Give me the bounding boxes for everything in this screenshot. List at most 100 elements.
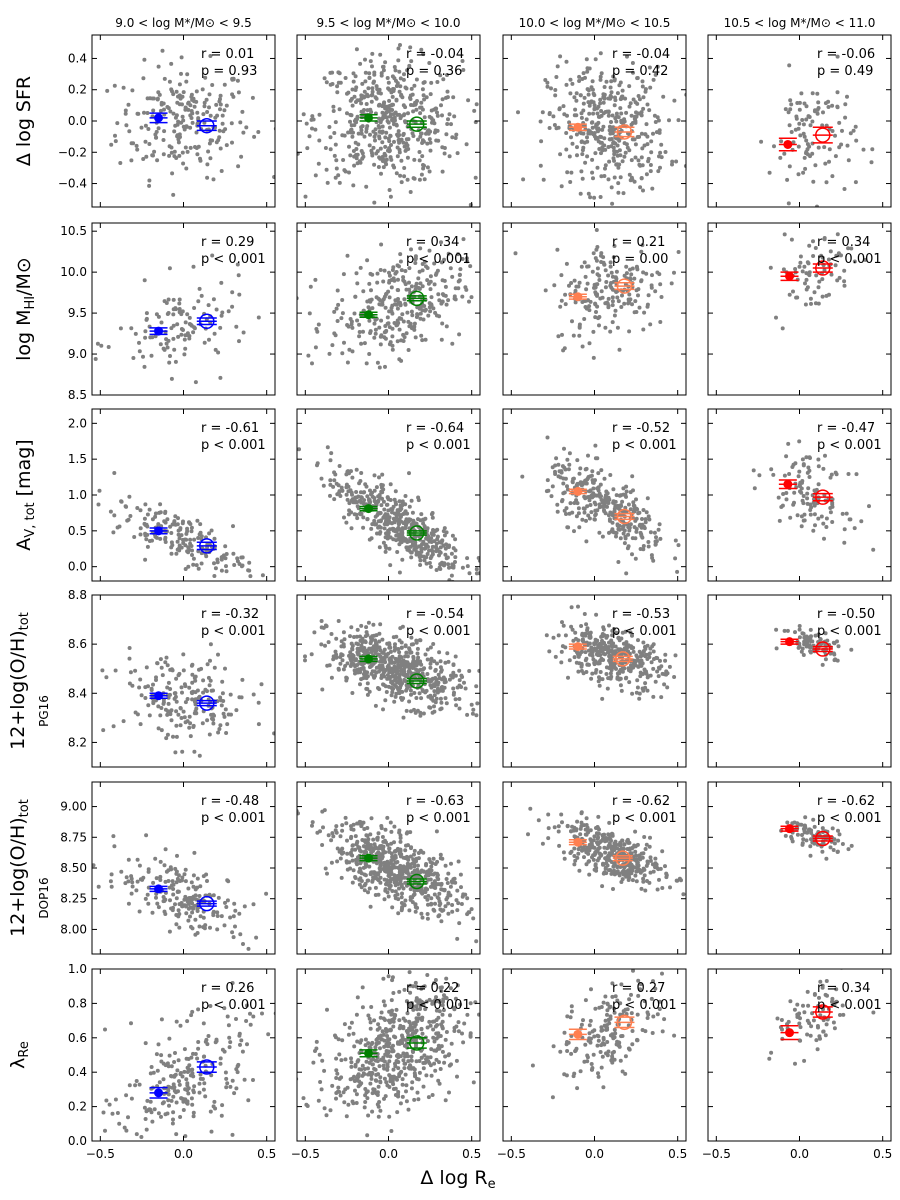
- y-tick-label: 8.5: [68, 388, 87, 402]
- data-point: [623, 96, 628, 101]
- data-point: [440, 169, 445, 174]
- data-point: [180, 114, 185, 119]
- data-point: [169, 531, 174, 535]
- data-point: [401, 668, 405, 673]
- data-point: [626, 666, 631, 671]
- mean-marker-filled: [785, 271, 795, 281]
- data-point: [382, 151, 387, 156]
- data-point: [357, 322, 362, 327]
- data-point: [188, 145, 193, 150]
- data-point: [422, 546, 427, 551]
- data-point: [590, 269, 595, 274]
- data-point: [819, 253, 824, 258]
- data-point: [438, 665, 443, 670]
- data-point: [401, 77, 406, 82]
- data-point: [806, 465, 811, 470]
- data-point: [640, 243, 645, 248]
- data-point: [412, 327, 417, 332]
- data-point: [816, 464, 821, 469]
- data-point: [367, 281, 372, 286]
- data-point: [428, 309, 433, 314]
- data-point: [799, 514, 804, 519]
- data-point: [453, 537, 458, 542]
- data-point: [604, 672, 609, 676]
- data-point: [323, 643, 327, 648]
- data-point: [222, 82, 227, 87]
- data-point: [332, 470, 337, 475]
- data-point: [463, 686, 468, 691]
- data-point: [798, 254, 803, 259]
- data-point: [805, 640, 810, 645]
- data-point: [559, 649, 564, 654]
- data-point: [461, 237, 466, 242]
- data-point: [395, 339, 400, 344]
- data-point: [439, 669, 444, 674]
- data-point: [610, 299, 615, 304]
- data-point: [675, 569, 680, 574]
- data-point: [365, 124, 370, 129]
- data-point: [189, 544, 194, 548]
- data-point: [547, 111, 552, 115]
- data-point: [203, 923, 208, 928]
- data-point: [329, 632, 334, 636]
- data-point: [568, 180, 573, 184]
- scatter-points: [93, 253, 261, 385]
- data-point: [624, 264, 629, 269]
- data-point: [123, 108, 128, 113]
- data-point: [837, 145, 842, 150]
- data-point: [816, 482, 821, 487]
- data-point: [402, 279, 407, 284]
- y-axis-label-row-1: log MHI/M⊙: [13, 257, 38, 361]
- data-point: [193, 145, 197, 149]
- data-point: [408, 93, 413, 98]
- data-point: [373, 331, 378, 336]
- data-point: [403, 301, 408, 306]
- data-point: [628, 630, 633, 635]
- data-point: [440, 321, 445, 326]
- data-point: [648, 163, 653, 167]
- data-point: [416, 276, 421, 281]
- panel-r1-c2: r = 0.21p = 0.00: [502, 222, 687, 396]
- data-point: [358, 490, 363, 495]
- data-point: [781, 492, 786, 496]
- data-point: [176, 908, 181, 913]
- data-point: [387, 98, 392, 103]
- data-point: [378, 52, 383, 57]
- data-point: [453, 654, 458, 659]
- data-point: [395, 154, 400, 159]
- data-point: [408, 688, 413, 693]
- data-point: [577, 333, 582, 338]
- data-point: [853, 124, 858, 129]
- data-point: [409, 309, 414, 314]
- data-point: [452, 294, 457, 299]
- data-point: [391, 163, 396, 168]
- data-point: [381, 101, 386, 106]
- data-point: [424, 688, 429, 693]
- data-point: [161, 138, 166, 142]
- data-point: [174, 896, 179, 901]
- data-point: [394, 270, 399, 274]
- data-point: [447, 578, 452, 581]
- data-point: [224, 905, 229, 909]
- data-point: [574, 498, 579, 503]
- data-point: [605, 491, 610, 496]
- data-point: [846, 246, 851, 251]
- data-point: [600, 504, 605, 509]
- data-point: [126, 879, 131, 884]
- data-point: [342, 340, 346, 345]
- data-point: [816, 457, 821, 462]
- data-point: [374, 84, 379, 89]
- data-point: [643, 681, 648, 686]
- data-point: [350, 349, 355, 354]
- data-point: [377, 125, 382, 130]
- data-point: [645, 302, 650, 307]
- data-point: [771, 472, 776, 477]
- data-point: [453, 297, 458, 302]
- data-point: [414, 77, 419, 82]
- data-point: [419, 696, 424, 701]
- data-point: [450, 135, 455, 140]
- data-point: [354, 271, 359, 276]
- data-point: [417, 691, 422, 696]
- data-point: [392, 139, 396, 144]
- data-point: [593, 508, 598, 513]
